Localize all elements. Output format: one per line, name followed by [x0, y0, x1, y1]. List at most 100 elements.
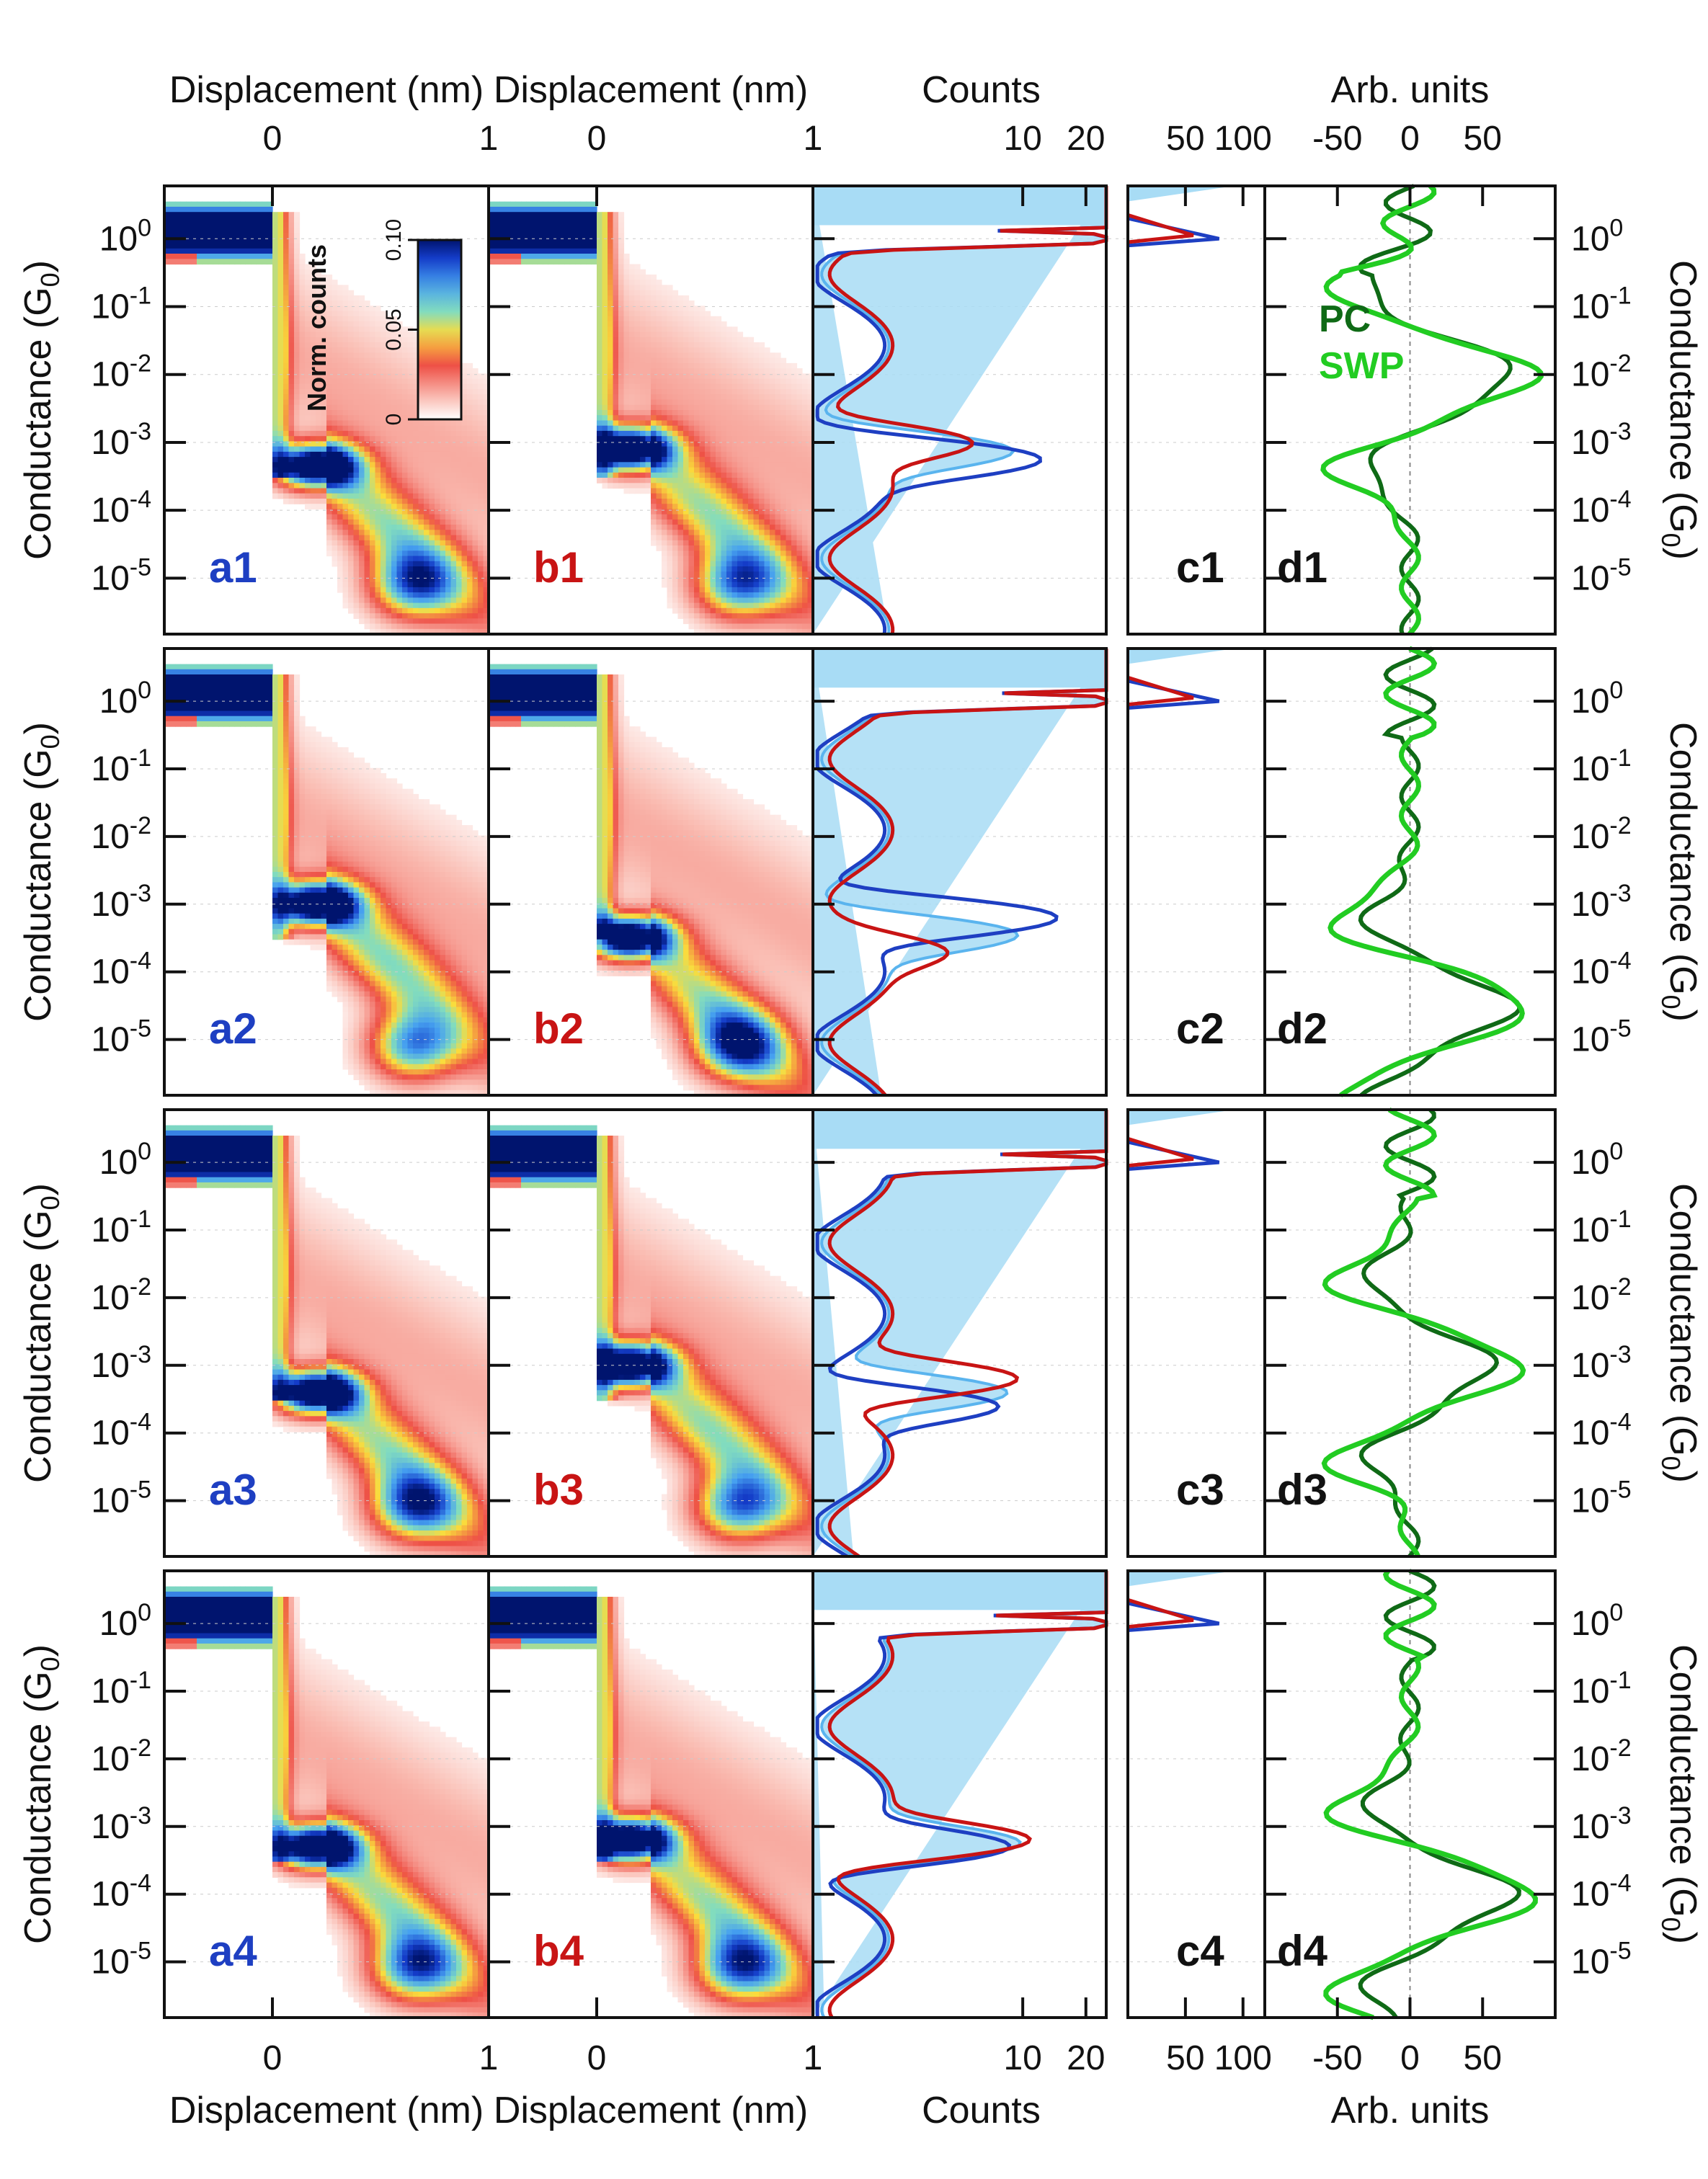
heat-cell — [272, 478, 278, 484]
heat-cell — [370, 509, 375, 514]
heat-cell — [294, 300, 300, 306]
heat-cell — [289, 447, 295, 453]
heat-cell — [694, 540, 700, 546]
heat-cell — [375, 571, 381, 577]
heat-cell — [613, 384, 619, 390]
heat-cell — [343, 311, 349, 317]
heat-cell — [391, 352, 397, 358]
heat-cell — [657, 447, 662, 453]
heat-cell — [667, 421, 673, 427]
heat-cell — [445, 452, 451, 458]
heat-cell — [391, 489, 397, 494]
heat-cell — [651, 452, 657, 458]
heat-cell — [564, 212, 570, 218]
heat-cell — [370, 613, 375, 619]
heat-cell — [689, 556, 695, 562]
heat-cell — [499, 207, 505, 213]
heat-cell — [716, 556, 721, 562]
heat-cell — [402, 489, 408, 494]
heat-cell — [337, 489, 343, 494]
heat-cell — [235, 207, 241, 213]
heat-cell — [689, 368, 695, 374]
heat-cell — [711, 394, 716, 400]
heat-cell — [229, 217, 235, 223]
heat-cell — [456, 431, 462, 437]
heat-cell — [716, 473, 721, 478]
heat-cell — [640, 473, 646, 478]
heat-cell — [705, 447, 711, 453]
heat-cell — [262, 223, 267, 228]
heat-cell — [689, 384, 695, 390]
heat-cell — [321, 473, 327, 478]
heat-cell — [203, 223, 208, 228]
heat-cell — [651, 280, 657, 285]
heat-cell — [348, 426, 354, 432]
heat-cell — [419, 457, 424, 463]
heat-cell — [235, 202, 241, 208]
heat-cell — [370, 468, 375, 473]
heat-cell — [597, 275, 602, 280]
heat-cell — [462, 540, 468, 546]
heat-cell — [321, 457, 327, 463]
heat-cell — [716, 608, 721, 614]
heat-cell — [348, 504, 354, 509]
heat-cell — [419, 582, 424, 588]
heat-cell — [192, 217, 197, 223]
heat-cell — [186, 233, 192, 239]
heat-cell — [332, 457, 338, 463]
heat-cell — [424, 473, 430, 478]
heat-cell — [462, 556, 468, 562]
heat-cell — [326, 494, 332, 499]
heat-cell — [559, 254, 565, 259]
heat-cell — [354, 478, 360, 484]
heat-cell — [326, 520, 332, 525]
heat-cell — [365, 426, 370, 432]
heat-cell — [624, 379, 630, 385]
heat-cell — [667, 326, 673, 332]
heat-cell — [451, 556, 457, 562]
heat-cell — [257, 217, 262, 223]
heat-cell — [456, 556, 462, 562]
heat-cell — [678, 337, 684, 343]
heat-cell — [445, 551, 451, 556]
heat-cell — [343, 394, 349, 400]
heat-cell — [430, 603, 435, 609]
heat-cell — [700, 321, 706, 327]
heat-cell — [640, 400, 646, 406]
heat-cell — [391, 514, 397, 520]
heat-cell — [694, 494, 700, 499]
heat-cell — [635, 452, 641, 458]
heat-cell — [711, 426, 716, 432]
heat-cell — [294, 326, 300, 332]
heat-cell — [278, 410, 284, 416]
heat-cell — [618, 462, 624, 468]
heat-cell — [462, 545, 468, 551]
heat-cell — [413, 582, 419, 588]
heat-cell — [272, 394, 278, 400]
heat-cell — [386, 389, 392, 395]
heat-cell — [311, 431, 316, 437]
heat-cell — [375, 426, 381, 432]
heat-cell — [370, 400, 375, 406]
heat-cell — [186, 223, 192, 228]
heat-cell — [516, 207, 522, 213]
heat-cell — [289, 316, 295, 322]
heat-cell — [359, 509, 365, 514]
heat-cell — [365, 410, 370, 416]
heat-cell — [278, 228, 284, 233]
heat-cell — [667, 368, 673, 374]
heat-cell — [700, 400, 706, 406]
heat-cell — [575, 233, 581, 239]
heat-cell — [651, 436, 657, 442]
heat-cell — [430, 561, 435, 567]
heat-cell — [689, 347, 695, 353]
heat-cell — [332, 431, 338, 437]
heat-cell — [657, 342, 662, 348]
heat-cell — [278, 300, 284, 306]
heat-cell — [624, 269, 630, 275]
heat-cell — [435, 624, 440, 630]
heat-cell — [462, 603, 468, 609]
heat-cell — [646, 431, 651, 437]
heat-cell — [294, 462, 300, 468]
heat-cell — [716, 352, 721, 358]
